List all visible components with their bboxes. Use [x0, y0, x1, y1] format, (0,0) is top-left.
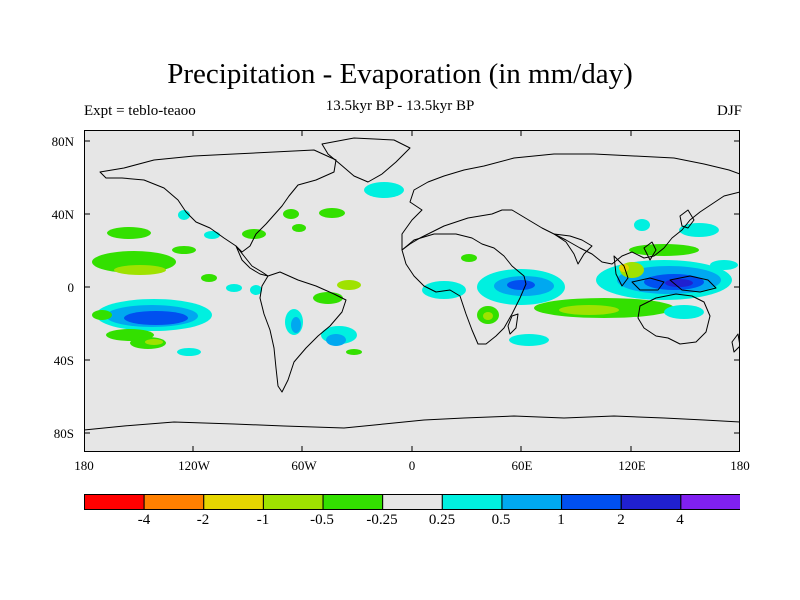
colorbar-box	[680, 494, 740, 510]
colorbar-box	[262, 494, 324, 510]
colorbar-box	[441, 494, 503, 510]
colorbar-box	[322, 494, 384, 510]
lon-tick-60w: 60W	[291, 458, 317, 473]
colorbar-label: 0.5	[491, 512, 511, 528]
colorbar-label: 4	[676, 512, 684, 528]
colorbar-box	[561, 494, 622, 510]
lat-tick-0: 0	[67, 280, 75, 295]
map-subtitle: 13.5kyr BP - 13.5kyr BP	[325, 98, 475, 114]
coastlines	[84, 137, 740, 431]
lon-tick-120e: 120E	[618, 458, 646, 473]
lon-tick-120w: 120W	[178, 458, 210, 473]
colorbar-label: -4	[137, 512, 151, 528]
lon-tick-0: 0	[408, 458, 416, 473]
lon-tick-180w: 180	[74, 458, 94, 473]
lon-tick-180e: 180	[730, 458, 750, 473]
lat-tick-80s: 80S	[53, 426, 74, 441]
lat-tick-40s: 40S	[53, 353, 74, 368]
colorbar-box	[382, 494, 443, 510]
colorbar-label: -0.25	[366, 512, 398, 528]
colorbar	[84, 494, 740, 510]
colorbar-label: -0.5	[310, 512, 334, 528]
colorbar-box	[203, 494, 264, 510]
map-title: Precipitation - Evaporation (in mm/day)	[167, 58, 633, 90]
colorbar-label: -2	[196, 512, 210, 528]
season-label: DJF	[716, 103, 742, 119]
experiment-label: Expt = teblo-teaoo	[84, 103, 196, 119]
colorbar-label: 0.25	[428, 512, 456, 528]
colorbar-label: 2	[617, 512, 625, 528]
colorbar-box	[143, 494, 205, 510]
lon-tick-60e: 60E	[511, 458, 533, 473]
colorbar-label: -1	[256, 512, 270, 528]
axis-ticks	[84, 130, 740, 452]
colorbar-box	[501, 494, 563, 510]
colorbar-box	[84, 494, 145, 510]
colorbar-box	[620, 494, 682, 510]
world-map	[84, 130, 740, 452]
lat-tick-40n: 40N	[51, 207, 74, 222]
colorbar-label: 1	[557, 512, 565, 528]
lat-tick-80n: 80N	[51, 134, 74, 149]
